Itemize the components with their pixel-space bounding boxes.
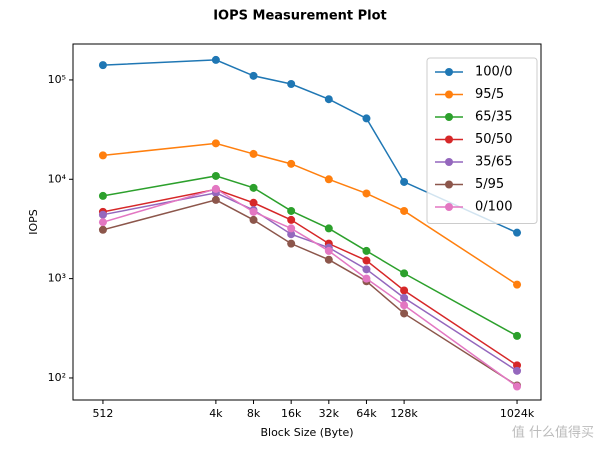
x-tick-label: 4k	[209, 407, 223, 420]
series-marker	[98, 191, 107, 200]
series-marker	[287, 230, 296, 239]
series-marker	[362, 256, 371, 265]
series-line	[102, 192, 518, 372]
legend-label: 0/100	[475, 200, 512, 215]
series-line	[102, 59, 518, 234]
series-marker	[249, 71, 258, 80]
legend-marker	[445, 90, 453, 99]
series-marker	[400, 286, 409, 295]
series-marker	[98, 210, 107, 219]
y-axis-label: IOPS	[27, 209, 40, 235]
series-marker	[324, 246, 333, 255]
series-line	[102, 188, 518, 388]
series-marker	[249, 207, 258, 216]
y-tick-label: 10³	[48, 272, 66, 285]
legend-label: 65/35	[475, 110, 512, 125]
series-marker	[98, 151, 107, 160]
legend-label: 35/65	[475, 155, 512, 170]
series-marker	[400, 177, 409, 186]
x-tick-label: 512	[92, 407, 113, 420]
legend-marker	[445, 113, 453, 121]
series-marker	[249, 149, 258, 158]
series-marker	[287, 215, 296, 224]
y-tick-label: 10⁵	[48, 73, 66, 86]
series-marker	[400, 206, 409, 215]
series-marker	[287, 159, 296, 168]
x-tick-label: 1024k	[500, 407, 535, 420]
series-marker	[287, 239, 296, 248]
series-marker	[249, 183, 258, 192]
series-marker	[400, 293, 409, 302]
legend-marker	[445, 135, 453, 144]
series-line	[102, 175, 518, 337]
series-marker	[211, 184, 220, 193]
series-marker	[324, 255, 333, 264]
series-marker	[211, 171, 220, 180]
x-tick-label: 64k	[356, 407, 377, 420]
watermark: 值 什么值得买	[512, 425, 594, 441]
series-marker	[249, 198, 258, 207]
legend-marker	[445, 180, 453, 189]
series-marker	[513, 366, 522, 375]
series-marker	[287, 80, 296, 89]
series-marker	[513, 331, 522, 340]
series-marker	[249, 215, 258, 224]
series-marker	[98, 61, 107, 70]
series-marker	[362, 189, 371, 198]
series-marker	[287, 224, 296, 233]
series-marker	[362, 265, 371, 274]
x-tick-label: 16k	[281, 407, 302, 420]
series-marker	[211, 195, 220, 204]
series-marker	[362, 114, 371, 123]
series-marker	[362, 274, 371, 283]
series-marker	[513, 280, 522, 289]
series-marker	[211, 139, 220, 148]
series-marker	[211, 55, 220, 64]
x-tick-label: 8k	[247, 407, 261, 420]
legend-label: 100/0	[475, 65, 512, 80]
legend-box	[426, 57, 538, 224]
y-tick-label: 10²	[48, 371, 66, 384]
series-marker	[324, 224, 333, 233]
series-marker	[362, 246, 371, 255]
legend-label: 5/95	[475, 177, 504, 192]
series-marker	[400, 301, 409, 310]
series-marker	[400, 309, 409, 318]
series-marker	[513, 228, 522, 237]
legend-label: 50/50	[475, 132, 512, 147]
legend-label: 95/5	[475, 87, 504, 102]
chart-title: IOPS Measurement Plot	[213, 9, 387, 24]
legend-marker	[445, 158, 453, 166]
series-marker	[324, 175, 333, 184]
x-axis-label: Block Size (Byte)	[260, 426, 353, 439]
series-marker	[98, 225, 107, 234]
series-marker	[513, 382, 522, 391]
legend-marker	[445, 68, 453, 76]
x-tick-label: 32k	[319, 407, 340, 420]
series-line	[102, 142, 518, 286]
x-tick-label: 128k	[390, 407, 418, 420]
series-marker	[287, 206, 296, 215]
legend-marker	[445, 203, 453, 211]
series-line	[102, 188, 518, 366]
y-tick-label: 10⁴	[48, 172, 67, 185]
series-marker	[98, 218, 107, 227]
series-marker	[400, 269, 409, 278]
series-marker	[513, 361, 522, 370]
plot-frame	[72, 43, 542, 401]
series-line	[102, 199, 518, 387]
series-marker	[324, 95, 333, 104]
